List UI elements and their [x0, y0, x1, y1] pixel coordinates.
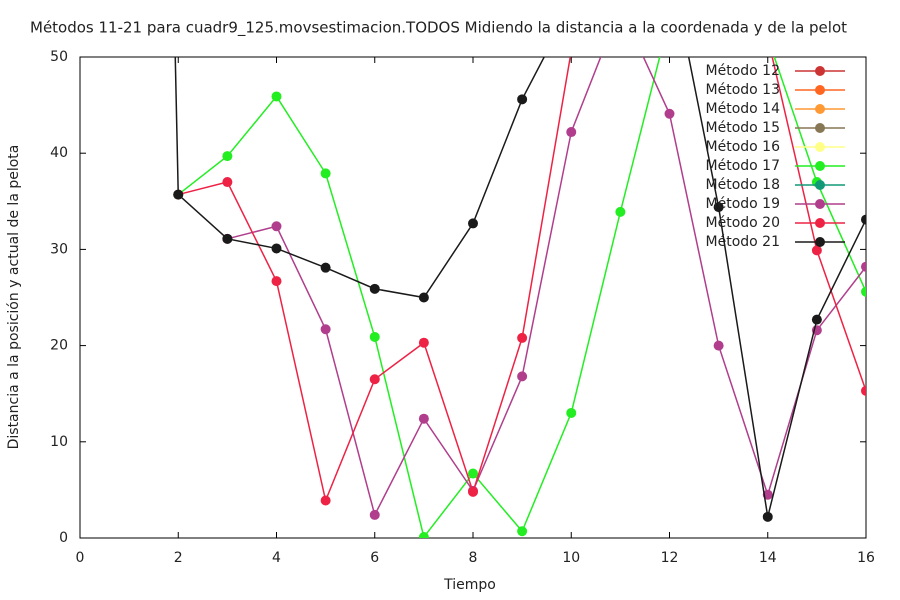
x-tick-label: 4	[272, 550, 281, 566]
series-line	[177, 57, 866, 538]
x-tick-label: 14	[759, 550, 777, 566]
y-tick-label: 40	[50, 145, 68, 161]
legend-label: Método 16	[706, 139, 781, 155]
point	[861, 385, 866, 396]
x-tick-label: 12	[661, 550, 679, 566]
point	[271, 221, 282, 232]
y-tick-label: 10	[50, 434, 68, 450]
legend-marker	[815, 142, 825, 152]
point	[861, 261, 866, 272]
y-tick-label: 20	[50, 338, 68, 354]
x-tick-label: 2	[174, 550, 183, 566]
y-tick-label: 50	[50, 49, 68, 65]
y-tick-label: 0	[59, 530, 68, 546]
legend-label: Método 14	[706, 101, 781, 117]
point	[517, 94, 528, 105]
x-tick-label: 10	[562, 550, 580, 566]
point	[762, 511, 773, 522]
point	[861, 286, 866, 297]
legend-label: Método 13	[706, 82, 780, 98]
point	[713, 340, 724, 351]
legend-label: Método 17	[706, 158, 780, 174]
point	[713, 202, 724, 213]
point	[811, 314, 822, 325]
y-axis-label: Distancia a la posición y actual de la p…	[6, 145, 22, 450]
point	[615, 2, 625, 12]
point	[222, 151, 233, 162]
point	[418, 292, 429, 303]
point	[320, 495, 331, 506]
point	[222, 233, 233, 244]
point	[418, 413, 429, 424]
legend-marker	[815, 104, 825, 114]
series-line	[174, 57, 866, 518]
point	[468, 486, 478, 497]
x-tick-label: 16	[857, 550, 875, 566]
plot-area	[173, 0, 866, 538]
legend-label: Método 12	[706, 63, 780, 79]
point	[222, 177, 233, 188]
point	[468, 468, 478, 479]
legend-marker	[815, 85, 825, 95]
legend-marker	[815, 180, 825, 190]
point	[369, 331, 380, 342]
point	[271, 276, 282, 287]
point	[369, 374, 380, 385]
point	[861, 214, 866, 225]
legend-marker	[815, 161, 825, 171]
point	[173, 189, 184, 200]
point	[369, 283, 380, 294]
legend-label: Método 15	[706, 120, 780, 136]
point	[369, 509, 380, 520]
point	[566, 407, 577, 418]
point	[320, 324, 331, 335]
legend-marker	[815, 66, 825, 76]
legend-marker	[815, 199, 825, 209]
chart-title: Métodos 11-21 para cuadr9_125.movsestima…	[30, 19, 847, 38]
point	[468, 218, 478, 229]
point	[517, 371, 528, 382]
legend-marker	[815, 218, 825, 228]
point	[517, 526, 528, 537]
point	[418, 337, 429, 348]
legend-label: Método 21	[706, 234, 780, 250]
point	[566, 0, 576, 10]
point	[320, 262, 331, 273]
point	[271, 243, 282, 254]
legend-label: Método 18	[706, 177, 780, 193]
x-axis-label: Tiempo	[443, 577, 496, 593]
point	[566, 46, 576, 56]
point	[566, 127, 577, 138]
point	[664, 108, 675, 119]
legend-marker	[815, 237, 825, 247]
y-tick-label: 30	[50, 241, 68, 257]
point	[418, 532, 429, 538]
legend-marker	[815, 123, 825, 133]
x-tick-label: 8	[469, 550, 478, 566]
legend-label: Método 19	[706, 196, 780, 212]
point	[811, 245, 822, 256]
point	[271, 91, 282, 102]
x-tick-label: 0	[76, 550, 85, 566]
point	[320, 168, 331, 179]
point	[615, 206, 626, 217]
point	[517, 332, 528, 343]
x-tick-label: 6	[370, 550, 379, 566]
legend-label: Método 20	[706, 215, 780, 231]
